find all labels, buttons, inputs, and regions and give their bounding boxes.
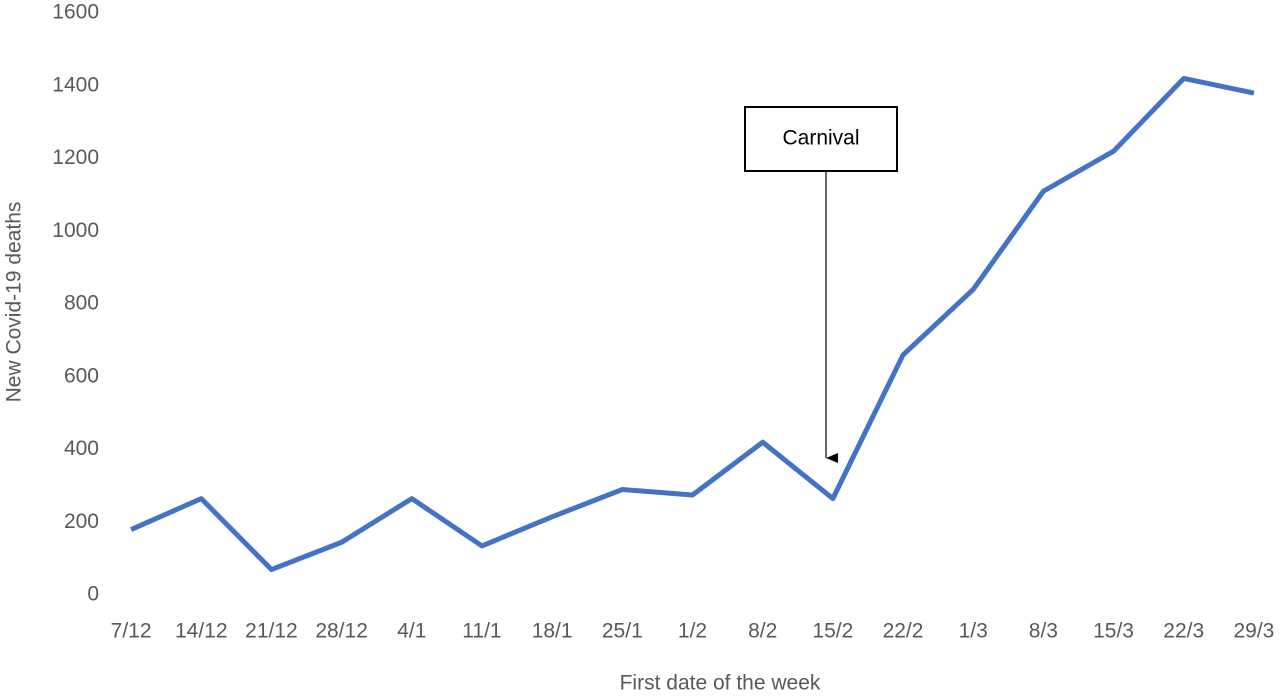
x-tick-label: 18/1 bbox=[532, 620, 573, 643]
y-tick-label: 1400 bbox=[52, 73, 99, 96]
annotation-box bbox=[744, 106, 898, 172]
x-tick-label: 1/2 bbox=[678, 620, 707, 643]
x-tick-label: 7/12 bbox=[111, 620, 152, 643]
y-tick-label: 1000 bbox=[52, 219, 99, 242]
x-tick-label: 25/1 bbox=[602, 620, 643, 643]
y-tick-label: 800 bbox=[64, 292, 99, 315]
x-tick-label: 8/2 bbox=[748, 620, 777, 643]
annotation-text: Carnival bbox=[782, 127, 859, 150]
x-tick-label: 22/3 bbox=[1163, 620, 1204, 643]
x-tick-label: 21/12 bbox=[245, 620, 298, 643]
y-axis-title: New Covid-19 deaths bbox=[3, 202, 26, 403]
y-tick-label: 400 bbox=[64, 437, 99, 460]
y-tick-label: 0 bbox=[87, 583, 99, 606]
x-tick-label: 1/3 bbox=[959, 620, 988, 643]
y-tick-label: 1200 bbox=[52, 146, 99, 169]
x-axis-title: First date of the week bbox=[620, 672, 821, 695]
x-tick-label: 15/3 bbox=[1093, 620, 1134, 643]
y-tick-label: 600 bbox=[64, 364, 99, 387]
x-tick-label: 29/3 bbox=[1233, 620, 1274, 643]
x-tick-label: 22/2 bbox=[883, 620, 924, 643]
y-tick-label: 200 bbox=[64, 510, 99, 533]
y-tick-label: 1600 bbox=[52, 1, 99, 24]
data-line bbox=[130, 75, 1255, 573]
x-tick-label: 15/2 bbox=[812, 620, 853, 643]
x-tick-label: 28/12 bbox=[315, 620, 368, 643]
x-tick-label: 11/1 bbox=[462, 620, 501, 643]
x-tick-label: 4/1 bbox=[397, 620, 426, 643]
x-tick-label: 8/3 bbox=[1029, 620, 1058, 643]
x-tick-label: 14/12 bbox=[175, 620, 228, 643]
